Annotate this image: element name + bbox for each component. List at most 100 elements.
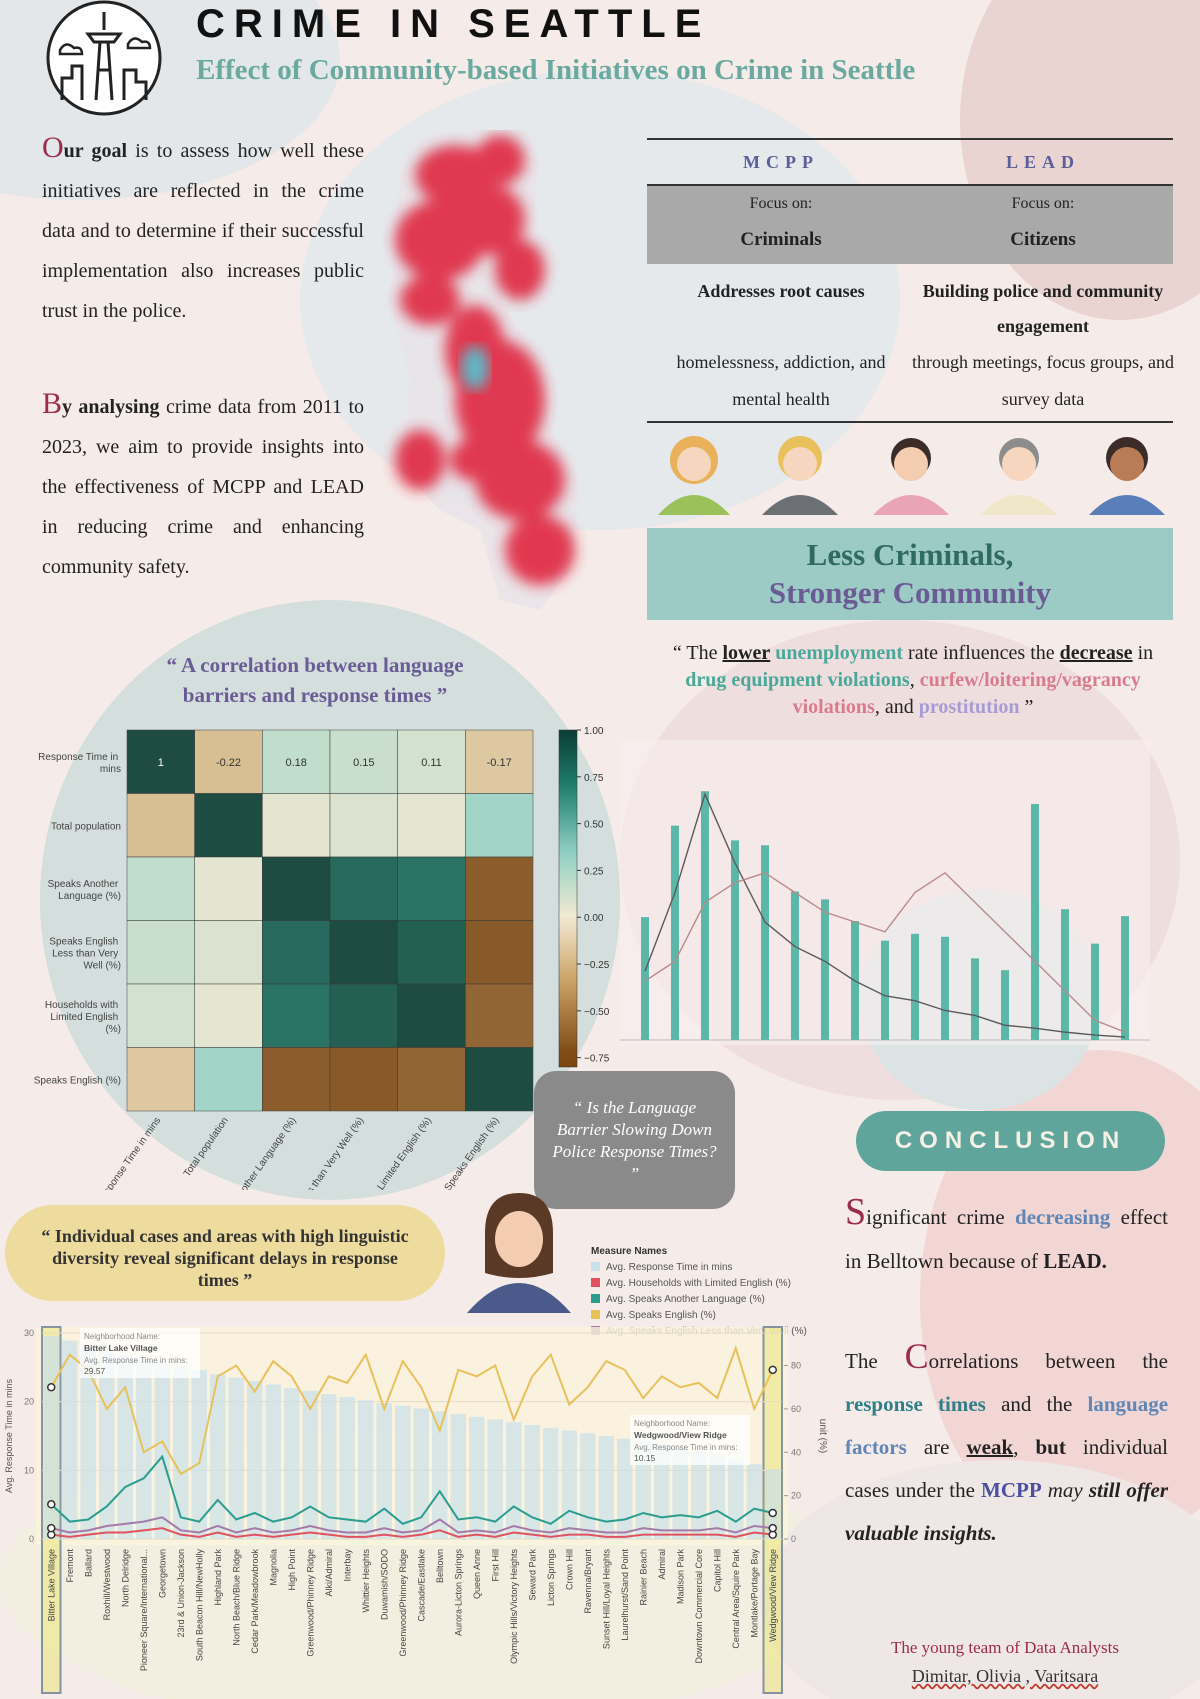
q: , and — [874, 696, 914, 718]
bar — [80, 1346, 96, 1539]
bar — [728, 1459, 744, 1539]
bar — [654, 1444, 670, 1539]
lead: y analysing — [62, 396, 160, 418]
q: decrease — [1059, 642, 1133, 664]
colorbar-tick-label: −0.75 — [584, 1054, 610, 1065]
colorbar-tick-label: −0.50 — [584, 1007, 610, 1018]
intro-goal: Our goal is to assess how well these ini… — [42, 128, 364, 331]
c: weak — [966, 1435, 1014, 1459]
y-tick-label: 10 — [24, 1465, 34, 1475]
bar — [641, 917, 649, 1040]
crime-heat-map — [390, 135, 580, 610]
comparison-table — [647, 138, 1173, 423]
title: CRIME IN SEATTLE — [196, 2, 711, 46]
column-label: Response Time in mins — [95, 1115, 164, 1190]
q: rate influences the — [908, 642, 1055, 664]
intro-method: By analysing crime data from 2011 to 202… — [42, 384, 364, 587]
heat-cell — [194, 856, 263, 921]
c: orrelations between the — [928, 1349, 1168, 1373]
cases-bubble: “ Individual cases and areas with high l… — [5, 1205, 445, 1301]
heat-cell — [262, 729, 331, 794]
x-tick-label: Laurelhurst/Sand Point — [620, 1549, 630, 1641]
heat-cell — [465, 1047, 534, 1112]
heat-cell — [329, 729, 398, 794]
c: and the — [1001, 1392, 1073, 1416]
point — [768, 1508, 777, 1518]
c: valuable insights. — [845, 1521, 997, 1545]
heat-cell — [465, 793, 534, 858]
q: lower — [722, 642, 771, 664]
x-tick-label: Central Area/Squire Park — [731, 1549, 741, 1649]
conclusion-2: The Correlations between the response ti… — [845, 1335, 1168, 1555]
drop-cap: B — [42, 387, 63, 420]
x-tick-label: Montlake/Portage Bay — [749, 1549, 759, 1638]
y-axis-label: Avg. Response Time in mins — [4, 1379, 14, 1493]
detail: homelessness, addiction, and mental heal… — [676, 352, 886, 409]
heat-cell — [262, 920, 331, 985]
y2-axis-label: unit (%) — [817, 1419, 828, 1453]
heat-cell — [465, 856, 534, 921]
row-label: Response Time in mins — [38, 752, 121, 775]
x-tick-label: Alki/Admiral — [324, 1549, 334, 1597]
focus: Citizens — [1010, 229, 1076, 250]
heat-cell — [262, 1047, 331, 1112]
bar — [506, 1422, 522, 1539]
c: effect in Belltown because of — [845, 1205, 1168, 1273]
trend-quote: “ The lower unemployment rate influences… — [653, 640, 1173, 721]
row-label: Total population — [51, 821, 121, 832]
heat-cell — [126, 729, 195, 794]
legend-swatch — [591, 1294, 600, 1303]
c: LEAD. — [1043, 1249, 1107, 1273]
heat-cell — [465, 729, 534, 794]
c: language factors — [845, 1392, 1169, 1459]
y2-tick-label: 40 — [791, 1447, 801, 1457]
colorbar-tick-label: 0.50 — [584, 820, 604, 831]
bar — [487, 1419, 503, 1539]
x-tick-label: Ballard — [83, 1549, 93, 1577]
q: drug equipment violations — [685, 669, 910, 691]
logo — [46, 0, 162, 116]
heat-cell — [262, 793, 331, 858]
legend-entry: Avg. Speaks English (%) — [591, 1308, 827, 1324]
x-tick-label: Ravenna/Bryant — [583, 1549, 593, 1614]
trend-chart — [620, 740, 1150, 1045]
text: is to assess how well these initiatives … — [42, 140, 364, 322]
q: ” — [1024, 696, 1034, 718]
c: may — [1047, 1478, 1083, 1502]
bar — [709, 1455, 725, 1539]
tooltip-label: Avg. Response Time in mins: — [84, 1356, 187, 1365]
legend-label: Avg. Response Time in mins — [606, 1262, 733, 1273]
x-tick-label: Capitol Hill — [712, 1549, 722, 1592]
q: curfew/loitering/vagrancy violations — [792, 669, 1141, 718]
legend-label: Avg. Speaks Another Language (%) — [606, 1294, 765, 1305]
colorbar — [558, 729, 578, 1068]
bar — [432, 1411, 448, 1539]
y-tick-label: 20 — [24, 1397, 34, 1407]
heat-cell — [262, 983, 331, 1048]
focus-label: Focus on: — [1011, 195, 1075, 212]
bar — [1001, 970, 1009, 1040]
bar — [469, 1416, 485, 1539]
bar — [598, 1436, 614, 1539]
heat-cell — [126, 920, 195, 985]
tooltip-name: Wedgwood/View Ridge — [634, 1430, 727, 1440]
bar — [765, 1469, 781, 1539]
column-label: Households with Limited English (%) — [332, 1115, 434, 1190]
x-tick-label: Pioneer Square/International... — [139, 1549, 149, 1671]
bar — [941, 936, 949, 1040]
q: unemployment — [775, 642, 904, 664]
bar — [617, 1438, 633, 1539]
bar — [154, 1363, 170, 1539]
point: Addresses root causes — [697, 281, 865, 301]
heat-cell — [397, 856, 466, 921]
bar — [746, 1464, 762, 1539]
x-tick-label: 23rd & Union-Jackson — [176, 1549, 186, 1638]
cell-label: 0.18 — [285, 757, 306, 769]
tooltip-value: 10.15 — [634, 1453, 656, 1463]
heat-cell — [329, 920, 398, 985]
x-tick-label: Queen Anne — [472, 1549, 482, 1599]
x-tick-label: Wedgwood/View Ridge — [768, 1549, 778, 1642]
lead: ur goal — [63, 140, 128, 162]
bar — [561, 1430, 577, 1539]
